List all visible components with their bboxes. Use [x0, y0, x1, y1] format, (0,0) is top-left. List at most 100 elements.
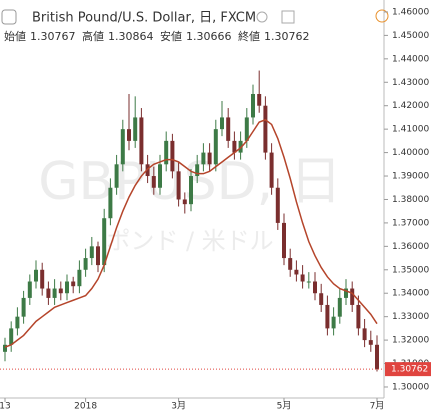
y-tick-label: 1.45000 [392, 31, 429, 41]
y-tick-label: 1.34000 [392, 289, 429, 299]
candle-body [220, 117, 224, 130]
candle-body [356, 304, 361, 329]
candle-body [344, 288, 348, 298]
collapse-icon[interactable] [1, 9, 17, 25]
candle-body [34, 269, 38, 282]
candle-body [40, 269, 45, 289]
candle-body [46, 288, 51, 298]
candle-body [58, 288, 63, 294]
candle-body [127, 129, 131, 141]
x-tick-label: 7月 [370, 401, 385, 412]
candle-body [325, 304, 330, 329]
candle-body [27, 281, 32, 298]
y-tick-label: 1.37000 [392, 218, 429, 228]
y-tick-label: 1.46000 [392, 7, 429, 17]
y-tick-label: 1.32000 [392, 336, 429, 346]
candle-body [313, 281, 317, 294]
candle-body [189, 176, 193, 205]
ohlc-value: 1.30767 [30, 30, 76, 43]
y-tick-label: 1.33000 [392, 312, 429, 322]
watermark-sub: ポンド / 米ドル [106, 227, 273, 255]
candle-body [65, 281, 69, 294]
candle-body [3, 344, 7, 352]
candle-body [275, 187, 280, 223]
candle-body [176, 171, 181, 200]
candle-body [102, 218, 107, 266]
candle-body [244, 117, 249, 141]
candle-body [319, 293, 324, 305]
candle-body [232, 140, 237, 153]
candle-body [300, 274, 305, 282]
candle-body [306, 281, 311, 283]
x-tick-label: 13 [0, 402, 11, 412]
candle-body [9, 328, 14, 345]
ohlc-value: 1.30762 [264, 30, 310, 43]
last-price-box [385, 362, 431, 377]
candle-body [139, 117, 144, 165]
candle-body [288, 258, 293, 270]
candle-body [96, 246, 100, 266]
x-tick-label: 3月 [171, 401, 186, 412]
last-price-label: 1.30762 [391, 365, 428, 375]
alert-icon[interactable] [375, 9, 389, 23]
candle-body [120, 129, 125, 165]
ohlc-value: 1.30666 [186, 30, 232, 43]
candle-body [263, 105, 268, 153]
candle-body [52, 288, 57, 298]
y-tick-label: 1.44000 [392, 54, 429, 64]
candle-body [362, 328, 367, 341]
candle-body [294, 269, 299, 275]
y-tick-label: 1.36000 [392, 242, 429, 252]
x-tick-label: 2018 [74, 402, 97, 412]
candle-body [331, 316, 336, 329]
candle-body [145, 164, 150, 177]
y-tick-label: 1.30000 [392, 382, 429, 392]
y-tick-label: 1.42000 [392, 101, 429, 111]
y-tick-label: 1.38000 [392, 195, 429, 205]
y-tick-label: 1.40000 [392, 148, 429, 158]
ohlc-label: 終値 [238, 29, 260, 43]
candle-body [226, 117, 231, 141]
moving-average [4, 118, 378, 348]
candle-body [207, 152, 212, 165]
y-tick-label: 1.41000 [392, 125, 429, 135]
candle-body [108, 187, 113, 219]
y-tick-label: 1.39000 [392, 172, 429, 182]
settings-icon[interactable] [256, 11, 268, 23]
candle-body [251, 93, 255, 118]
candle-body [83, 258, 88, 270]
ohlc-label: 安値 [160, 29, 182, 43]
candle-body [238, 140, 243, 153]
candle-body [375, 344, 379, 370]
candle-body [368, 340, 373, 345]
candle-body [158, 164, 162, 188]
ohlc-label: 高値 [82, 29, 104, 43]
candle-body [164, 140, 169, 165]
candle-body [133, 117, 138, 141]
candle-body [213, 129, 218, 165]
close-icon[interactable] [281, 10, 295, 24]
candle-body [201, 152, 206, 165]
candle-body [170, 140, 175, 172]
chart-title: British Pound/U.S. Dollar, 日, FXCM [32, 11, 256, 26]
y-tick-label: 1.35000 [392, 265, 429, 275]
y-tick-label: 1.43000 [392, 78, 429, 88]
x-tick-label: 5月 [277, 401, 292, 412]
candle-body [77, 269, 82, 287]
candle-body [282, 222, 286, 259]
candle-body [15, 316, 20, 329]
ohlc-value: 1.30864 [108, 30, 154, 43]
candle-body [337, 297, 342, 317]
candle-body [89, 246, 94, 259]
candle-body [114, 164, 119, 188]
candle-body [269, 152, 274, 188]
candle-body [71, 281, 76, 287]
candle-body [350, 288, 355, 305]
candle-body [151, 176, 156, 188]
candle-body [195, 164, 200, 177]
candle-body [21, 297, 26, 317]
candle-body [182, 199, 187, 205]
ohlc-label: 始値 [4, 29, 26, 43]
